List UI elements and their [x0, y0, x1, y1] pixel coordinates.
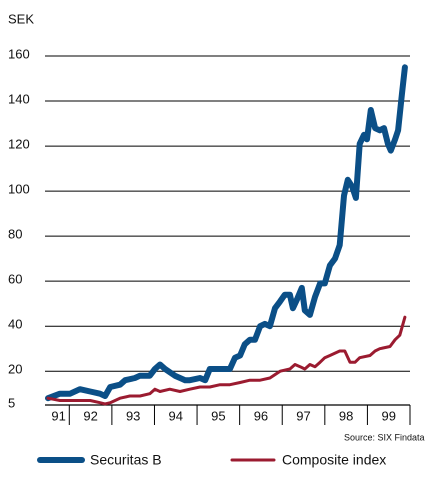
y-tick-label: 20: [8, 362, 22, 377]
y-tick-label: 5: [8, 395, 15, 410]
y-tick-label: 100: [8, 182, 30, 197]
y-unit: SEK: [8, 11, 34, 26]
y-tick-label: 160: [8, 46, 30, 61]
y-tick-label: 60: [8, 272, 22, 287]
y-tick-label: 140: [8, 91, 30, 106]
legend-label: Composite index: [282, 452, 386, 468]
x-tick-label: 94: [169, 408, 183, 423]
x-tick-label: 99: [381, 408, 395, 423]
x-tick-label: 97: [296, 408, 310, 423]
series-line: [46, 315, 407, 406]
y-tick-label: 40: [8, 317, 22, 332]
legend-label: Securitas B: [90, 452, 162, 468]
x-tick-label: 91: [51, 408, 65, 423]
x-tick-label: 93: [126, 408, 140, 423]
x-tick-label: 92: [83, 408, 97, 423]
y-tick-label: 120: [8, 137, 30, 152]
x-tick-label: 95: [211, 408, 225, 423]
series-line: [45, 64, 408, 402]
y-tick-label: 80: [8, 227, 22, 242]
x-tick-label: 96: [254, 408, 268, 423]
x-tick-label: 98: [339, 408, 353, 423]
source: Source: SIX Findata: [344, 432, 425, 442]
